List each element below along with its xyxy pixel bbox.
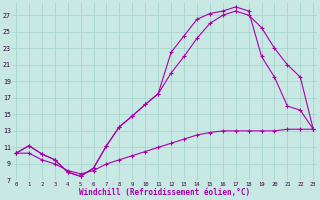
X-axis label: Windchill (Refroidissement éolien,°C): Windchill (Refroidissement éolien,°C) bbox=[79, 188, 250, 197]
